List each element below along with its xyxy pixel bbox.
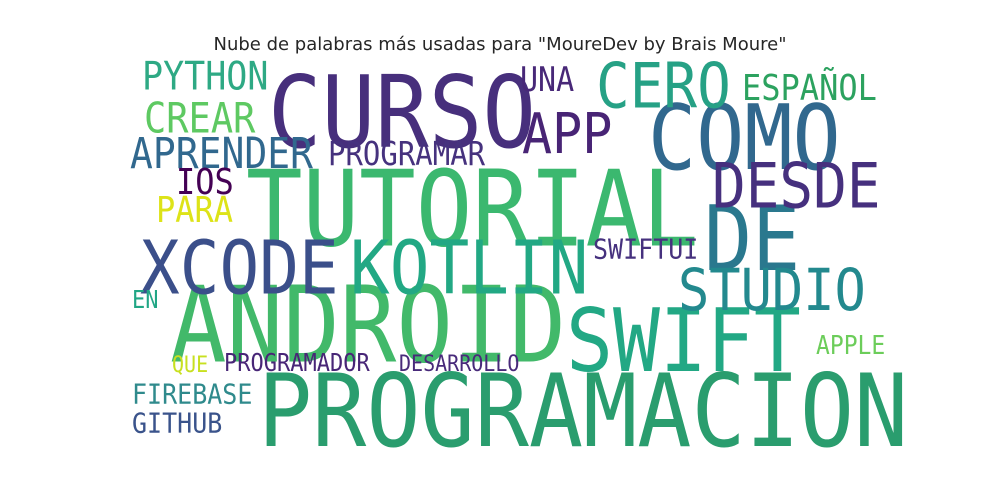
word-desde: DESDE	[712, 150, 881, 224]
word-para: PARA	[156, 188, 234, 232]
word-swift: SWIFT	[566, 291, 801, 393]
word-android: ANDROID	[170, 265, 567, 388]
word-app: APP	[522, 101, 613, 167]
word-crear: CREAR	[144, 94, 256, 143]
word-python: PYTHON	[142, 54, 269, 100]
word-xcode: XCODE	[140, 225, 339, 312]
word-studio: STUDIO	[678, 257, 866, 325]
word-una: UNA	[520, 60, 575, 100]
word-apple: APPLE	[816, 331, 886, 361]
chart-title: Nube de palabras más usadas para "MoureD…	[213, 34, 787, 55]
word-github: GITHUB	[132, 406, 223, 440]
word-firebase: FIREBASE	[132, 377, 253, 411]
word-espanol: ESPAÑOL	[742, 66, 877, 110]
word-curso: CURSO	[268, 54, 536, 171]
word-cero: CERO	[596, 50, 731, 124]
word-desarrollo: DESARROLLO	[399, 349, 520, 377]
word-de: DE	[704, 187, 801, 292]
word-aprender: APRENDER	[130, 128, 314, 178]
word-tutorial: TUTORIAL	[246, 149, 699, 272]
word-programar: PROGRAMAR	[328, 134, 486, 173]
word-swiftui: SWIFTUI	[593, 232, 699, 266]
word-ios: IOS	[176, 160, 234, 204]
word-programador: PROGRAMADOR	[224, 349, 370, 378]
word-programacion: PROGRAMACION	[258, 353, 909, 471]
word-kotlin: KOTLIN	[350, 225, 589, 312]
word-en: EN	[132, 286, 159, 315]
word-que: QUE	[172, 350, 209, 378]
word-como: COMO	[648, 86, 841, 191]
